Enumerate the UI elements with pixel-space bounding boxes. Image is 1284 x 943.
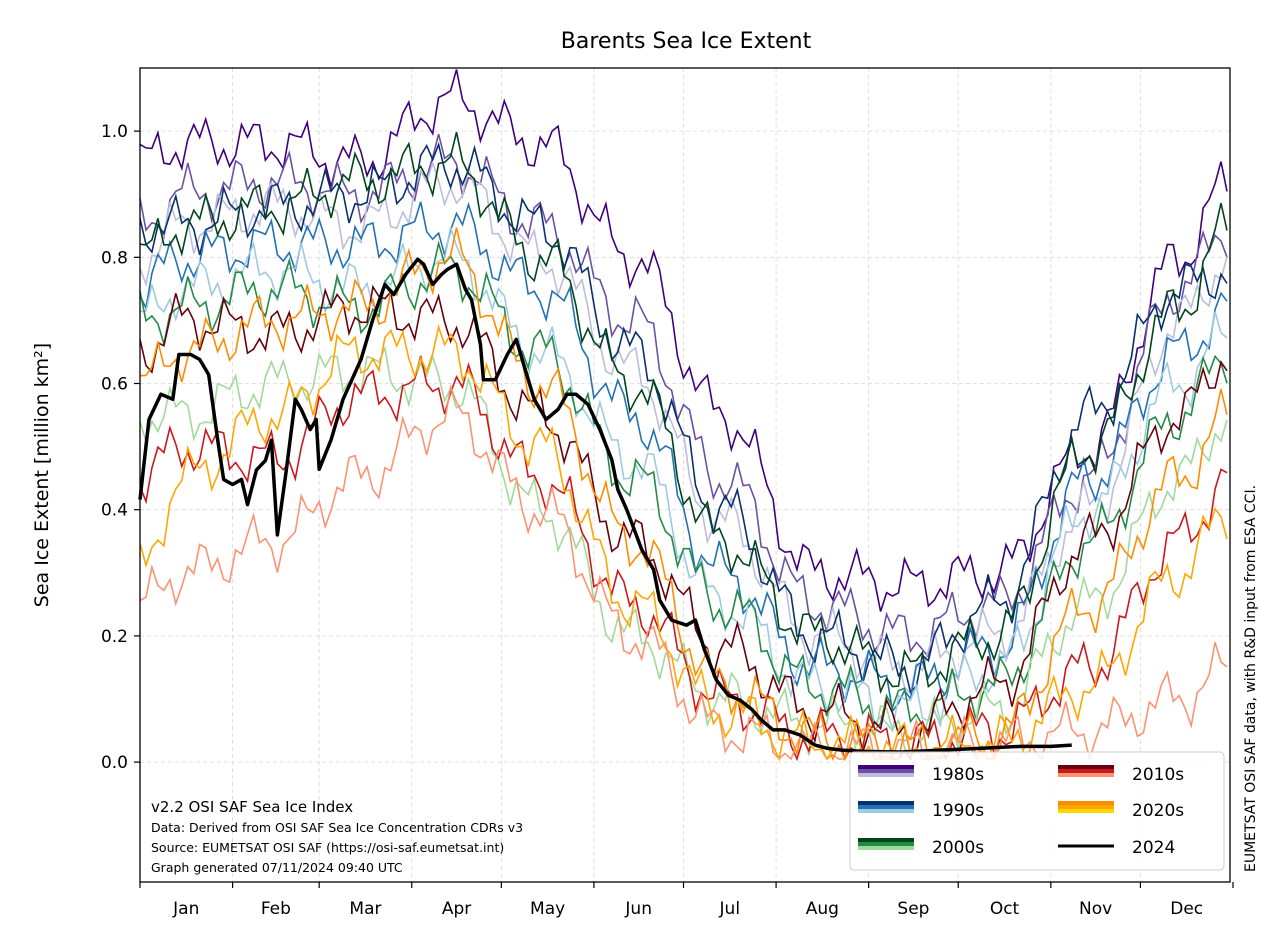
footer-line-3: Source: EUMETSAT OSI SAF (https://osi-sa… xyxy=(151,840,504,855)
legend: 1980s 1990s 2000s 2010s 2020s 2024 xyxy=(849,751,1225,871)
x-tick-label: Dec xyxy=(1170,899,1203,919)
x-tick-label: Jan xyxy=(172,899,199,919)
legend-label: 2020s xyxy=(1132,801,1184,821)
series-line-2010s xyxy=(139,284,1228,755)
legend-item-2000s: 2000s xyxy=(858,838,984,858)
legend-swatch xyxy=(1058,773,1114,777)
series-line-2000s xyxy=(139,345,1228,760)
x-tick-label: Jun xyxy=(624,899,652,919)
legend-swatch xyxy=(1058,805,1114,809)
footer-text: v2.2 OSI SAF Sea Ice Index Data: Derived… xyxy=(151,798,523,875)
legend-item-1990s: 1990s xyxy=(858,801,984,821)
legend-label: 1990s xyxy=(932,801,984,821)
legend-swatch xyxy=(858,765,914,769)
legend-item-2020s: 2020s xyxy=(1058,801,1184,821)
legend-label: 2000s xyxy=(932,838,984,858)
footer-line-2: Data: Derived from OSI SAF Sea Ice Conce… xyxy=(151,820,523,835)
series-line-2020s xyxy=(139,324,1228,762)
y-tick-label: 0.0 xyxy=(101,753,128,773)
grid xyxy=(140,68,1230,882)
legend-swatch xyxy=(858,805,914,809)
footer-line-1: v2.2 OSI SAF Sea Ice Index xyxy=(151,798,353,816)
x-tick-label: Nov xyxy=(1079,899,1112,919)
legend-swatch xyxy=(858,801,914,805)
side-note: EUMETSAT OSI SAF data, with R&D input fr… xyxy=(1243,485,1259,872)
series-line-1980s xyxy=(139,133,1228,659)
plot-frame xyxy=(139,67,1231,883)
series-line-2020s xyxy=(139,227,1228,762)
chart-title: Barents Sea Ice Extent xyxy=(561,29,812,54)
legend-swatch xyxy=(858,773,914,777)
y-tick-label: 0.6 xyxy=(101,375,128,395)
series-line-1990s xyxy=(139,226,1228,733)
legend-swatch xyxy=(858,809,914,813)
x-tick-label: Sep xyxy=(897,899,929,919)
series-line-2024 xyxy=(138,257,1072,754)
y-tick-label: 0.8 xyxy=(101,248,128,268)
x-tick-label: Oct xyxy=(990,899,1020,919)
series-line-1980s xyxy=(139,160,1228,695)
x-tick-label: Apr xyxy=(442,899,471,919)
y-tick-label: 1.0 xyxy=(101,122,128,142)
legend-label: 2010s xyxy=(1132,765,1184,785)
x-tick-label: Aug xyxy=(806,899,839,919)
legend-box xyxy=(849,751,1225,871)
legend-swatch xyxy=(858,846,914,850)
legend-swatch xyxy=(858,769,914,773)
x-tick-label: Mar xyxy=(349,899,381,919)
series-lines xyxy=(138,69,1228,763)
x-tick-label: Jul xyxy=(719,899,741,919)
legend-label: 1980s xyxy=(932,765,984,785)
y-tick-label: 0.4 xyxy=(101,501,128,521)
legend-item-2024: 2024 xyxy=(1058,838,1175,858)
x-tick-label: Feb xyxy=(261,899,291,919)
series-line-2000s xyxy=(139,132,1228,695)
series-line-2010s xyxy=(139,384,1228,763)
legend-item-1980s: 1980s xyxy=(858,765,984,785)
legend-swatch xyxy=(858,838,914,842)
footer-line-4: Graph generated 07/11/2024 09:40 UTC xyxy=(151,860,403,875)
axes: 0.0 0.2 0.4 0.6 0.8 1.0 Jan Feb Mar Apr May Jun Jul A… xyxy=(101,67,1234,919)
series-line-1990s xyxy=(139,201,1228,713)
legend-label: 2024 xyxy=(1132,838,1175,858)
legend-item-2010s: 2010s xyxy=(1058,765,1184,785)
legend-swatch xyxy=(1058,809,1114,813)
legend-swatch xyxy=(1058,765,1114,769)
legend-swatch xyxy=(1058,801,1114,805)
series-line-1990s xyxy=(139,141,1228,694)
y-axis-label: Sea Ice Extent [million km²] xyxy=(31,343,53,607)
legend-swatch xyxy=(1058,769,1114,773)
legend-swatch xyxy=(858,842,914,846)
y-tick-label: 0.2 xyxy=(101,627,128,647)
x-tick-label: May xyxy=(530,899,565,919)
